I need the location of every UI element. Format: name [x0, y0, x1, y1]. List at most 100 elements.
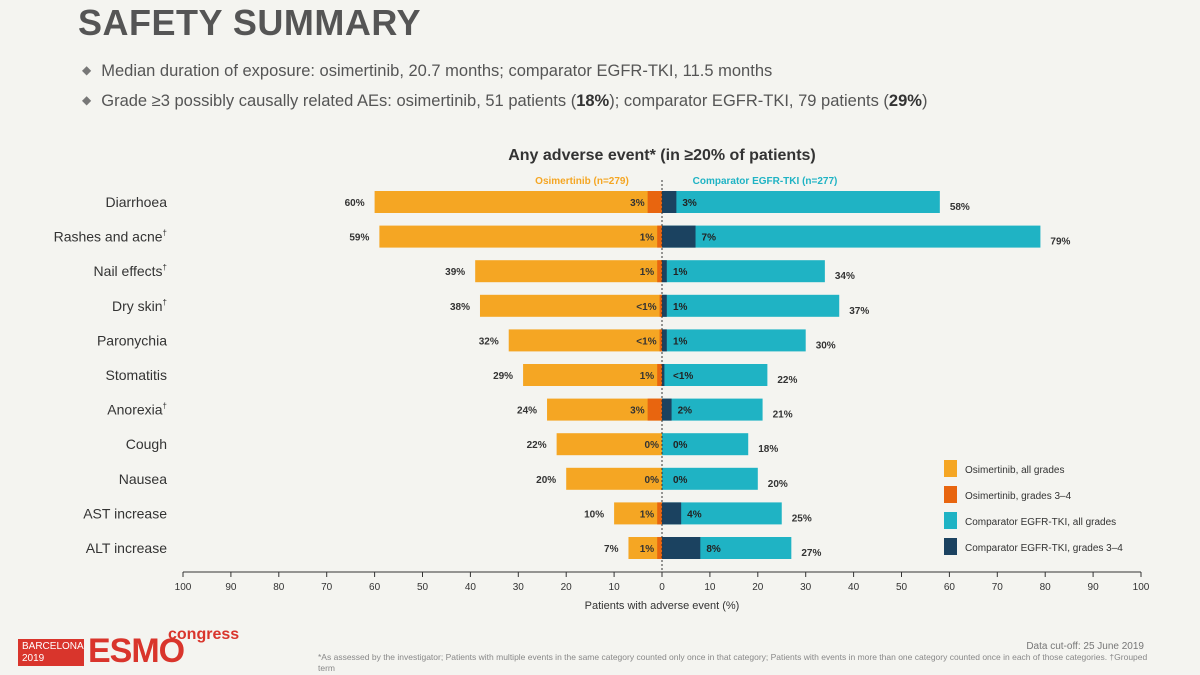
- bar-osimertinib-g34: [647, 191, 662, 213]
- bar-comparator-all: [662, 225, 1041, 248]
- category-label: Nausea: [119, 471, 167, 487]
- x-tick-label: 60: [944, 582, 956, 593]
- x-tick-label: 100: [175, 582, 192, 593]
- label-osimertinib-g34: <1%: [636, 336, 656, 347]
- label-comparator-all: 18%: [758, 444, 778, 455]
- label-osimertinib-all: 10%: [584, 509, 604, 520]
- x-tick-label: 30: [513, 582, 525, 593]
- label-osimertinib-all: 24%: [517, 406, 537, 417]
- x-tick-label: 50: [896, 582, 908, 593]
- x-tick-label: 70: [321, 582, 333, 593]
- label-osimertinib-g34: <1%: [636, 302, 656, 313]
- bullet-grade3-pre: Grade ≥3 possibly causally related AEs: …: [101, 92, 577, 110]
- category-label: AST increase: [83, 505, 167, 521]
- label-comparator-all: 20%: [768, 479, 788, 490]
- bullet-dot-icon: ◆: [82, 93, 92, 107]
- category-label: Stomatitis: [106, 367, 167, 383]
- category-label: Dry skin†: [112, 298, 167, 314]
- x-tick-label: 80: [1040, 582, 1052, 593]
- label-comparator-g34: 0%: [673, 475, 688, 486]
- x-tick-label: 100: [1133, 582, 1150, 593]
- bar-osimertinib-g34: [657, 225, 662, 248]
- x-tick-label: 30: [800, 582, 812, 593]
- label-osimertinib-all: 7%: [604, 544, 619, 555]
- bar-comparator-g34: [662, 502, 682, 525]
- x-axis-title: Patients with adverse event (%): [585, 600, 740, 612]
- bar-osimertinib-g34: [657, 260, 662, 283]
- logo-congress: congress: [168, 626, 240, 643]
- bar-comparator-all: [662, 433, 749, 456]
- category-label: Diarrhoea: [106, 194, 168, 210]
- x-tick-label: 90: [225, 582, 237, 593]
- label-comparator-all: 79%: [1050, 237, 1070, 248]
- label-comparator-all: 34%: [835, 271, 855, 282]
- legend-swatch: [944, 486, 957, 503]
- legend-label: Osimertinib, grades 3–4: [965, 491, 1072, 502]
- bullet-grade3-post: ): [921, 92, 928, 110]
- bar-osimertinib-all: [547, 398, 662, 421]
- legend-swatch: [944, 460, 957, 477]
- bar-comparator-all: [662, 191, 940, 213]
- bar-comparator-g34: [662, 260, 667, 283]
- x-tick-label: 90: [1088, 582, 1100, 593]
- bullet-list: ◆ Median duration of exposure: osimertini…: [82, 56, 927, 116]
- x-tick-label: 20: [561, 582, 573, 593]
- label-osimertinib-all: 32%: [479, 336, 499, 347]
- label-comparator-g34: 2%: [678, 406, 693, 417]
- legend-label: Comparator EGFR-TKI, all grades: [965, 517, 1116, 528]
- legend-label: Comparator EGFR-TKI, grades 3–4: [965, 543, 1123, 554]
- bar-osimertinib-all: [614, 502, 662, 525]
- adverse-event-chart: Any adverse event* (in ≥20% of patients)…: [54, 147, 1150, 612]
- bar-comparator-all: [662, 398, 763, 421]
- bar-osimertinib-g34: [659, 329, 662, 352]
- label-osimertinib-g34: 1%: [640, 233, 655, 244]
- bar-osimertinib-all: [508, 329, 662, 352]
- bar-comparator-all: [662, 502, 782, 525]
- chart-right-header: Comparator EGFR-TKI (n=277): [693, 176, 838, 187]
- bar-osimertinib-g34: [657, 364, 662, 386]
- logo-esmo: ESMO: [88, 632, 185, 670]
- bar-comparator-all: [662, 364, 768, 386]
- bar-osimertinib-g34: [657, 537, 662, 559]
- label-osimertinib-g34: 1%: [640, 267, 655, 278]
- label-osimertinib-all: 20%: [536, 475, 556, 486]
- bar-comparator-g34: [662, 364, 665, 386]
- label-comparator-g34: 7%: [702, 233, 717, 244]
- label-osimertinib-all: 38%: [450, 302, 470, 313]
- logo-city-box: BARCELONA 2019: [18, 639, 84, 666]
- label-comparator-g34: 1%: [673, 267, 688, 278]
- label-comparator-all: 30%: [816, 340, 836, 351]
- legend-label: Osimertinib, all grades: [965, 465, 1064, 476]
- category-label: ALT increase: [86, 540, 167, 556]
- bar-comparator-g34: [662, 225, 696, 248]
- x-tick-label: 80: [273, 582, 285, 593]
- x-tick-label: 50: [417, 582, 429, 593]
- label-comparator-all: 58%: [950, 202, 970, 213]
- bar-comparator-all: [662, 467, 758, 490]
- x-tick-label: 10: [704, 582, 716, 593]
- label-comparator-g34: 0%: [673, 440, 688, 451]
- label-osimertinib-all: 39%: [445, 267, 465, 278]
- bar-osimertinib-g34: [657, 502, 662, 525]
- bullet-dot-icon: ◆: [82, 63, 92, 77]
- bar-osimertinib-all: [479, 294, 662, 317]
- bar-osimertinib-all: [556, 433, 662, 456]
- x-tick-label: 20: [752, 582, 764, 593]
- bar-osimertinib-g34: [647, 398, 662, 421]
- label-osimertinib-all: 29%: [493, 371, 513, 382]
- x-tick-label: 40: [848, 582, 860, 593]
- label-comparator-g34: <1%: [673, 371, 693, 382]
- bar-osimertinib-all: [475, 260, 662, 283]
- label-osimertinib-g34: 3%: [630, 198, 645, 209]
- bar-osimertinib-all: [523, 364, 662, 386]
- x-tick-label: 0: [659, 582, 665, 593]
- footnote: *As assessed by the investigator; Patien…: [318, 652, 1148, 673]
- x-tick-label: 40: [465, 582, 477, 593]
- chart-left-header: Osimertinib (n=279): [535, 176, 629, 187]
- x-tick-label: 10: [609, 582, 621, 593]
- bullet-grade3-osim-pct: 18%: [576, 92, 610, 110]
- x-tick-label: 70: [992, 582, 1004, 593]
- bar-osimertinib-all: [379, 225, 662, 248]
- label-comparator-g34: 8%: [706, 544, 721, 555]
- label-comparator-g34: 4%: [687, 509, 702, 520]
